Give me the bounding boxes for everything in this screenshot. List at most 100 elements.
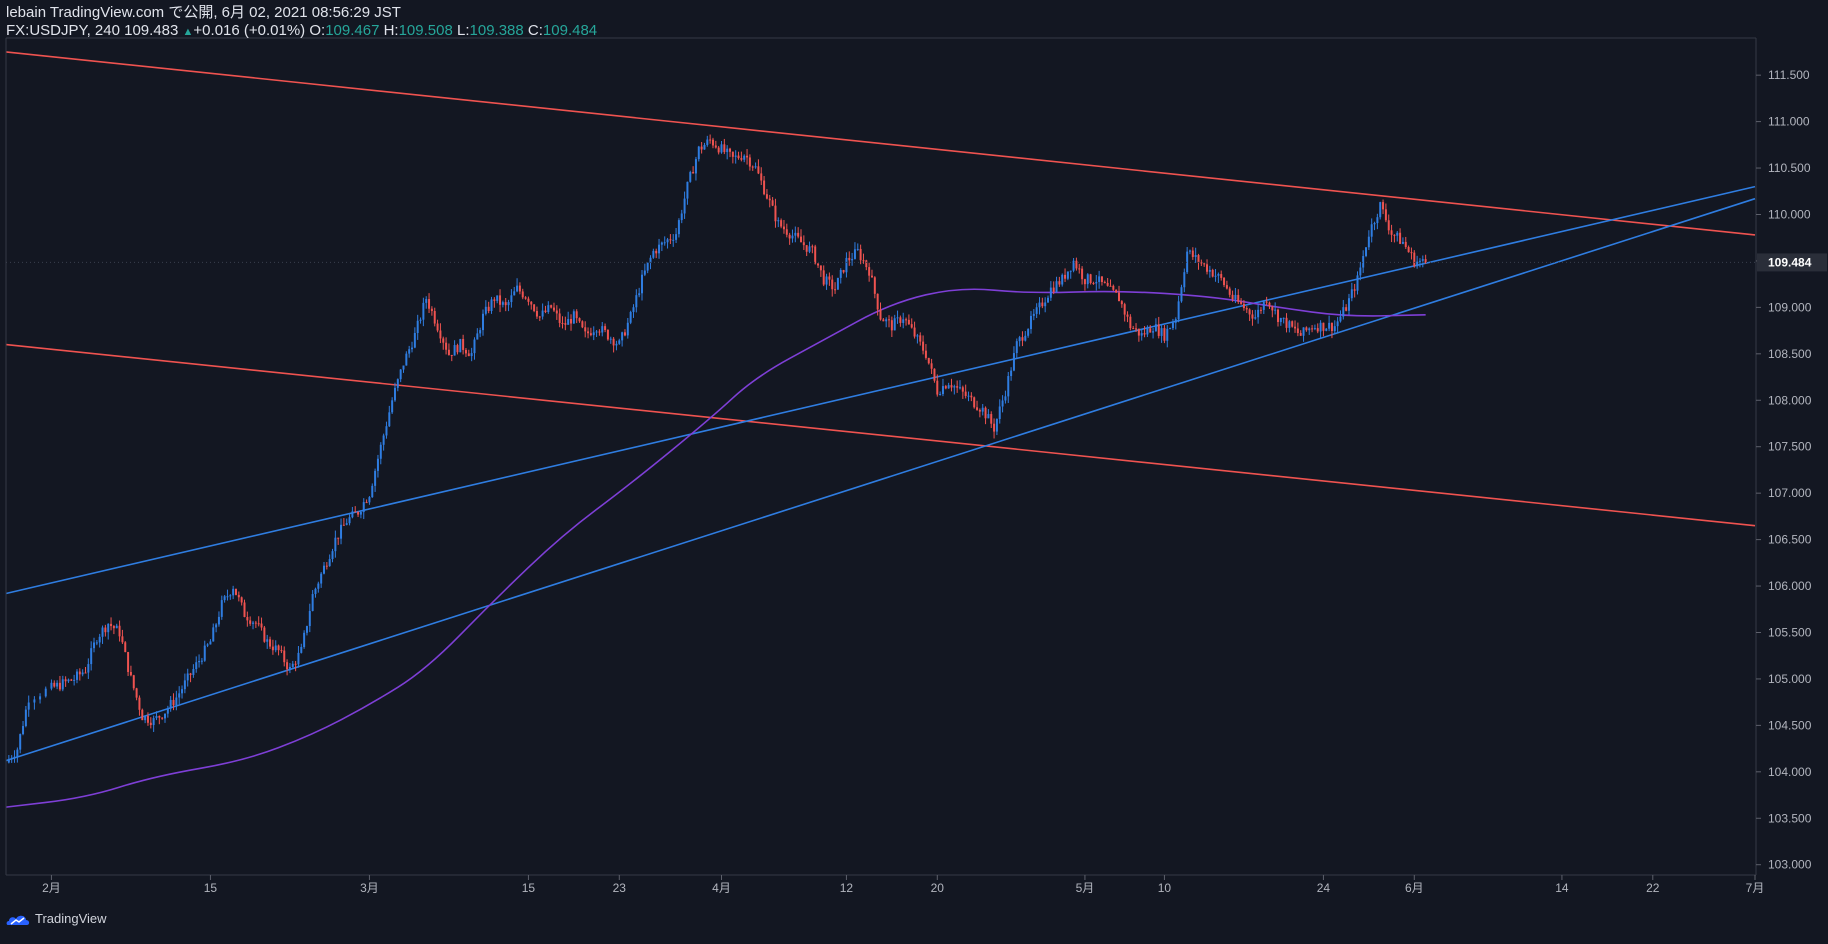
candle-body bbox=[152, 718, 155, 726]
candle-body bbox=[757, 166, 760, 174]
candle-body bbox=[464, 349, 467, 354]
candle bbox=[689, 170, 692, 183]
candle bbox=[237, 591, 240, 602]
candle bbox=[1365, 247, 1368, 258]
candle bbox=[209, 639, 212, 645]
candle bbox=[129, 665, 132, 677]
candle bbox=[1399, 228, 1402, 245]
candle-body bbox=[1143, 333, 1146, 335]
candle-body bbox=[675, 234, 678, 240]
candle bbox=[192, 664, 195, 678]
candle-body bbox=[785, 229, 788, 235]
candle-body bbox=[1061, 274, 1064, 285]
candle bbox=[1237, 289, 1240, 304]
candle bbox=[101, 625, 104, 644]
candle-body bbox=[1279, 318, 1282, 322]
candle bbox=[964, 384, 967, 399]
candle bbox=[411, 341, 414, 353]
candle-body bbox=[1021, 337, 1024, 341]
candle bbox=[825, 273, 828, 290]
candle bbox=[1135, 323, 1138, 332]
candle-body bbox=[246, 616, 249, 621]
candle bbox=[802, 235, 805, 251]
candle-body bbox=[760, 173, 763, 181]
candle-body bbox=[1305, 327, 1308, 331]
candle bbox=[1078, 263, 1081, 274]
candle-body bbox=[1100, 276, 1103, 282]
candle bbox=[1393, 234, 1396, 243]
candle-body bbox=[1274, 309, 1277, 311]
candle bbox=[1143, 326, 1146, 338]
candle-body bbox=[916, 335, 919, 337]
candle-body bbox=[240, 597, 243, 603]
candle bbox=[1296, 322, 1299, 337]
candle-body bbox=[967, 395, 970, 397]
candle bbox=[896, 310, 899, 324]
candle-body bbox=[839, 270, 842, 278]
candle-body bbox=[121, 636, 124, 643]
triangle-up-icon: ▲ bbox=[182, 26, 194, 38]
candle-body bbox=[1367, 236, 1370, 248]
candle bbox=[249, 616, 252, 626]
candle bbox=[618, 338, 621, 345]
candle-body bbox=[1160, 328, 1163, 336]
candle-body bbox=[311, 594, 314, 611]
trend-line[interactable] bbox=[5, 185, 1756, 595]
candle-body bbox=[663, 242, 666, 244]
candle-body bbox=[249, 620, 252, 624]
candle bbox=[1277, 308, 1279, 327]
candle bbox=[484, 300, 487, 316]
candle-body bbox=[1075, 260, 1078, 269]
candle-body bbox=[899, 317, 902, 323]
candle bbox=[70, 678, 73, 682]
candle bbox=[1268, 301, 1271, 309]
candle bbox=[93, 637, 96, 653]
trend-line[interactable] bbox=[5, 197, 1756, 762]
trend-line[interactable] bbox=[5, 51, 1756, 236]
candle-body bbox=[890, 320, 893, 331]
candle-body bbox=[135, 688, 138, 698]
candle-body bbox=[359, 512, 362, 515]
candle bbox=[516, 278, 519, 293]
candle bbox=[856, 243, 859, 251]
candle-body bbox=[1007, 376, 1010, 397]
candle-body bbox=[592, 332, 595, 336]
candle-body bbox=[1083, 279, 1086, 285]
candle bbox=[658, 238, 661, 259]
y-tick-label: 106.500 bbox=[1768, 533, 1812, 547]
x-tick-label: 22 bbox=[1646, 881, 1660, 895]
candle-body bbox=[544, 310, 547, 313]
candle bbox=[53, 680, 56, 688]
candle-body bbox=[314, 588, 317, 595]
trend-line[interactable] bbox=[5, 343, 1756, 527]
candle bbox=[990, 411, 993, 429]
candle-body bbox=[794, 232, 797, 236]
candle bbox=[425, 296, 428, 309]
candle-body bbox=[1248, 309, 1251, 315]
candle-body bbox=[726, 148, 729, 153]
candle-body bbox=[1055, 281, 1058, 292]
candle-body bbox=[1350, 289, 1353, 299]
candle-body bbox=[93, 642, 96, 649]
candle bbox=[428, 293, 431, 313]
candle-body bbox=[212, 627, 215, 642]
candle-body bbox=[263, 627, 266, 642]
candle-body bbox=[541, 310, 544, 317]
candle-body bbox=[924, 350, 927, 358]
x-tick-label: 5月 bbox=[1076, 881, 1095, 895]
candle-body bbox=[1015, 341, 1018, 354]
candle bbox=[910, 318, 913, 329]
candle-body bbox=[164, 713, 166, 719]
candle-body bbox=[1291, 321, 1294, 327]
candle-body bbox=[354, 511, 357, 513]
candle bbox=[666, 237, 669, 249]
candle bbox=[1191, 247, 1194, 260]
candle-body bbox=[1410, 252, 1413, 254]
candle bbox=[354, 506, 357, 513]
candle bbox=[422, 297, 425, 327]
candle bbox=[1240, 298, 1243, 305]
candle-body bbox=[641, 274, 643, 294]
candle bbox=[760, 167, 763, 186]
